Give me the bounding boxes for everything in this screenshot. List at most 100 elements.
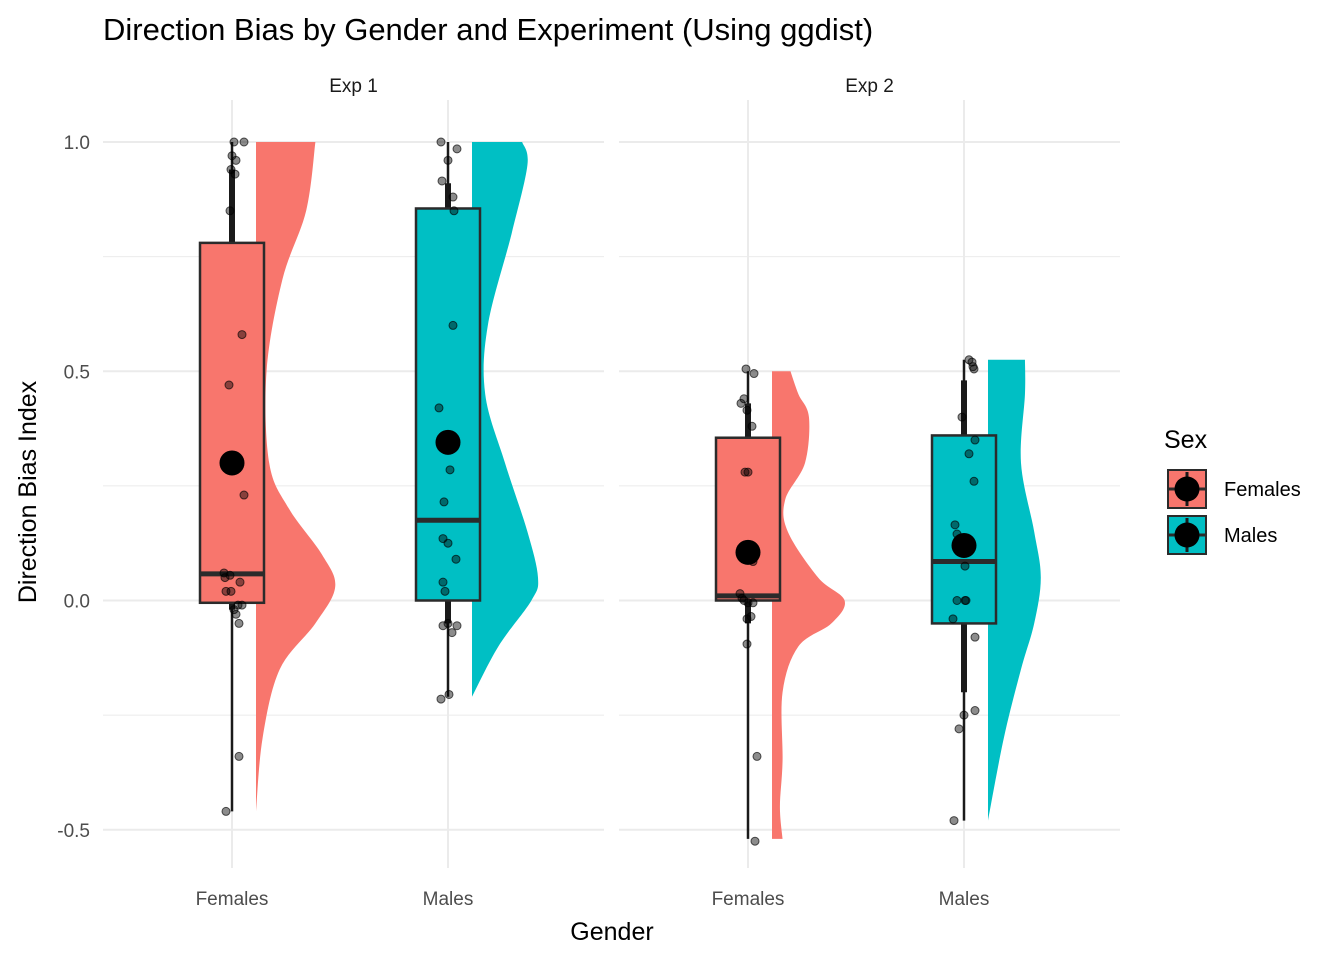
data-point <box>950 520 960 530</box>
data-point <box>235 577 245 587</box>
group-females <box>714 364 845 846</box>
data-point <box>970 632 980 642</box>
data-point <box>452 621 462 631</box>
box <box>198 241 266 605</box>
data-point <box>224 380 234 390</box>
legend-key-females: Females <box>1167 469 1301 509</box>
data-point <box>739 394 749 404</box>
data-point <box>970 435 980 445</box>
data-point <box>742 405 752 415</box>
x-tick-label: Males <box>939 889 990 910</box>
mean-point <box>219 450 245 476</box>
data-point <box>437 176 447 186</box>
data-point <box>748 598 758 608</box>
data-point <box>952 596 962 605</box>
chart-title: Direction Bias by Gender and Experiment … <box>103 12 873 47</box>
box <box>414 207 482 602</box>
data-point <box>436 694 446 704</box>
y-axis-title: Direction Bias Index <box>14 380 42 603</box>
y-tick-label: 0.0 <box>64 592 90 613</box>
data-point <box>445 465 455 475</box>
data-point <box>449 206 459 216</box>
data-point <box>436 137 446 147</box>
y-tick-label: -0.5 <box>57 821 90 842</box>
mean-point <box>951 532 977 558</box>
data-point <box>239 137 249 147</box>
mean-point <box>735 539 761 565</box>
data-point <box>443 618 453 628</box>
x-axis-title: Gender <box>570 918 653 946</box>
facet-panel-1: Exp 1 Females Males <box>103 76 604 910</box>
data-point <box>439 497 449 507</box>
data-point <box>444 689 454 699</box>
y-tick-label: 0.5 <box>64 362 90 383</box>
data-point <box>448 192 458 202</box>
x-tick-label: Females <box>196 889 269 910</box>
data-point <box>220 573 230 583</box>
facet-strip-label: Exp 1 <box>329 76 378 97</box>
legend: Sex Females Males <box>1164 426 1301 555</box>
data-point <box>230 169 240 179</box>
data-point <box>225 570 235 580</box>
data-point <box>970 706 980 716</box>
data-point <box>447 628 457 638</box>
group-males <box>930 355 1041 826</box>
data-point <box>225 206 235 216</box>
mean-point <box>435 429 461 455</box>
facet-panel-2: Exp 2 Females Males <box>619 76 1120 910</box>
data-point <box>750 836 760 846</box>
data-point <box>954 724 964 734</box>
data-point <box>735 589 745 599</box>
data-point <box>749 369 759 379</box>
data-point <box>237 330 247 340</box>
data-point <box>964 449 974 459</box>
legend-label: Females <box>1224 479 1301 501</box>
data-point <box>438 577 448 587</box>
data-point <box>231 609 241 619</box>
facet-strip-label: Exp 2 <box>845 76 894 97</box>
group-females <box>198 137 336 816</box>
x-tick-label: Males <box>423 889 474 910</box>
data-point <box>743 467 753 477</box>
data-point <box>969 476 979 486</box>
legend-label: Males <box>1224 525 1277 547</box>
legend-title: Sex <box>1164 426 1208 454</box>
data-point <box>226 586 236 596</box>
data-point <box>234 751 244 761</box>
y-tick-label: 1.0 <box>64 133 90 154</box>
density-slab <box>988 359 1041 821</box>
panels: Exp 1 Females Males Exp 2 Females Males -0.5 0.… <box>57 76 1120 910</box>
data-point <box>957 412 967 422</box>
data-point <box>221 806 231 816</box>
data-point <box>434 403 444 413</box>
data-point <box>229 605 239 615</box>
box <box>930 434 998 625</box>
data-point <box>440 586 450 596</box>
data-point <box>969 364 979 374</box>
data-point <box>949 816 959 826</box>
data-point <box>747 421 757 431</box>
data-point <box>443 155 453 165</box>
data-point <box>742 639 752 649</box>
density-slab <box>256 142 336 812</box>
data-point <box>740 467 750 477</box>
legend-point-glyph <box>1174 522 1200 548</box>
data-point <box>229 137 239 147</box>
data-point <box>221 586 231 596</box>
data-point <box>237 600 247 610</box>
box <box>714 436 782 602</box>
data-point <box>960 561 970 571</box>
legend-point-glyph <box>1174 476 1200 502</box>
data-point <box>959 710 969 720</box>
data-point <box>736 398 746 408</box>
group-males <box>414 137 539 704</box>
data-point <box>234 618 244 628</box>
data-point <box>443 538 453 548</box>
data-point <box>741 364 751 374</box>
data-point <box>961 596 971 605</box>
data-point <box>438 621 448 631</box>
data-point <box>752 751 762 761</box>
data-point <box>746 612 756 622</box>
data-point <box>743 598 753 608</box>
